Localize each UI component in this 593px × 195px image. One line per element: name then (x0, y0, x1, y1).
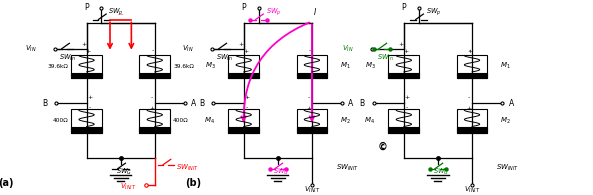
Text: $SW_{INIT}$: $SW_{INIT}$ (336, 163, 359, 173)
Text: $SW_{in}$: $SW_{in}$ (59, 52, 76, 63)
Bar (71, 73, 102, 78)
Text: $M_3$: $M_3$ (205, 61, 215, 71)
Bar (296, 128, 327, 133)
Bar (457, 109, 487, 133)
Text: -: - (469, 49, 471, 54)
Bar (388, 109, 419, 133)
Bar (296, 73, 327, 78)
Bar (71, 109, 102, 133)
Text: -: - (88, 106, 91, 111)
Text: 39.6kΩ: 39.6kΩ (47, 64, 68, 69)
Bar (139, 73, 170, 78)
Text: $M_4$: $M_4$ (205, 116, 215, 126)
Text: +: + (404, 95, 409, 100)
Text: $SW_{in}$: $SW_{in}$ (377, 52, 393, 63)
Text: -: - (309, 49, 311, 54)
Text: -: - (308, 95, 310, 100)
Text: $SW_p$: $SW_p$ (426, 7, 441, 18)
Text: +: + (86, 49, 91, 54)
Text: $M_1$: $M_1$ (500, 61, 511, 71)
Text: -: - (152, 49, 154, 54)
Text: (b): (b) (184, 178, 201, 188)
Bar (296, 109, 327, 133)
Text: 39.6kΩ: 39.6kΩ (173, 64, 194, 69)
Text: -: - (406, 106, 408, 111)
Text: $M_4$: $M_4$ (365, 116, 375, 126)
Text: $M_3$: $M_3$ (365, 61, 375, 71)
Text: +: + (87, 95, 92, 100)
Text: $V_{INIT}$: $V_{INIT}$ (304, 185, 320, 195)
Text: P: P (84, 3, 89, 12)
Bar (388, 55, 419, 78)
Bar (71, 128, 102, 133)
Bar (388, 128, 419, 133)
Text: +: + (467, 106, 471, 111)
Text: +: + (468, 49, 473, 54)
Bar (296, 55, 327, 78)
Bar (139, 55, 170, 78)
Text: B: B (199, 99, 204, 108)
Text: P: P (401, 3, 406, 12)
Text: A: A (192, 99, 196, 108)
Text: A: A (509, 99, 514, 108)
Text: +: + (149, 106, 154, 111)
Text: $SW_p$: $SW_p$ (109, 7, 124, 18)
Text: +: + (238, 42, 243, 47)
Text: B: B (42, 99, 47, 108)
Text: $V_{INIT}$: $V_{INIT}$ (464, 185, 480, 195)
Bar (139, 128, 170, 133)
Bar (228, 55, 259, 78)
Text: $SW_{INIT}$: $SW_{INIT}$ (176, 163, 199, 173)
Bar (457, 55, 487, 78)
Text: $M_2$: $M_2$ (500, 116, 511, 126)
Text: $M_1$: $M_1$ (340, 61, 351, 71)
Text: $SW_{INIT}$: $SW_{INIT}$ (496, 163, 519, 173)
Text: +: + (398, 42, 403, 47)
Text: (a): (a) (0, 178, 14, 188)
Text: $SW_G$: $SW_G$ (116, 167, 132, 177)
Bar (228, 128, 259, 133)
Text: ©: © (378, 141, 387, 151)
Text: $SW_p$: $SW_p$ (266, 7, 281, 18)
Text: -: - (246, 106, 248, 111)
Text: $V_{IN}$: $V_{IN}$ (25, 44, 37, 54)
Text: +: + (403, 49, 408, 54)
Text: 400Ω: 400Ω (173, 118, 189, 123)
Text: I: I (314, 8, 316, 17)
Text: A: A (349, 99, 353, 108)
Text: 400Ω: 400Ω (52, 118, 68, 123)
Text: P: P (241, 3, 246, 12)
Text: $V_{INIT}$: $V_{INIT}$ (120, 182, 136, 192)
Bar (457, 128, 487, 133)
Text: —: — (118, 12, 123, 17)
Text: -: - (151, 95, 153, 100)
Text: $SW_G$: $SW_G$ (273, 167, 289, 177)
Text: +: + (81, 42, 86, 47)
Text: B: B (359, 99, 364, 108)
Text: $SW_{in}$: $SW_{in}$ (216, 52, 233, 63)
Text: $V_{IN}$: $V_{IN}$ (182, 44, 194, 54)
Text: $V_{IN}$: $V_{IN}$ (342, 44, 354, 54)
Text: +: + (307, 106, 311, 111)
Text: $SW_G$: $SW_G$ (433, 167, 449, 177)
Text: +: + (244, 95, 249, 100)
Bar (71, 55, 102, 78)
Bar (457, 73, 487, 78)
Text: +: + (243, 49, 248, 54)
Bar (388, 73, 419, 78)
Bar (228, 73, 259, 78)
Text: -: - (468, 95, 470, 100)
Bar (139, 109, 170, 133)
Text: $M_2$: $M_2$ (340, 116, 351, 126)
Bar (228, 109, 259, 133)
